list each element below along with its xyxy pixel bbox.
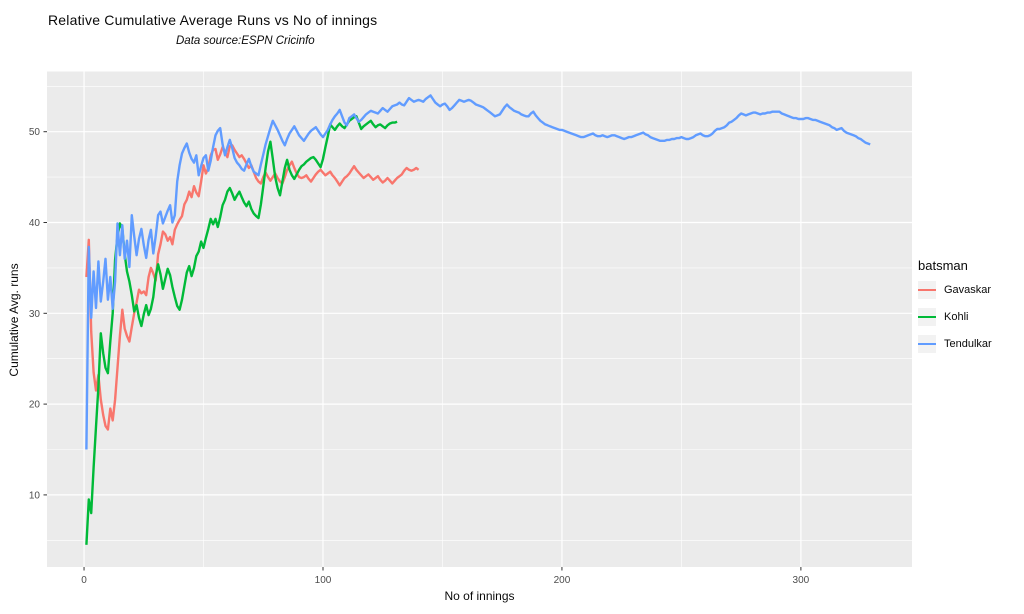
gavaskar-line-sample (918, 288, 936, 292)
legend-label: Kohli (944, 311, 969, 323)
y-tick-label: 30 (29, 309, 41, 320)
legend: batsman Gavaskar Kohli Tendulkar (918, 258, 992, 362)
y-tick-label: 20 (29, 400, 41, 411)
legend-key-swatch (918, 335, 936, 353)
x-tick-label: 200 (554, 575, 571, 586)
chart-subtitle: Data source:ESPN Cricinfo (176, 35, 315, 47)
legend-title: batsman (918, 258, 968, 273)
series-line-kohli (85, 115, 398, 545)
x-tick-label: 0 (81, 575, 87, 586)
y-tick-label: 40 (29, 218, 41, 229)
legend-key-swatch (918, 281, 936, 299)
legend-item-tendulkar: Tendulkar (918, 335, 992, 353)
x-axis-title: No of innings (444, 589, 515, 603)
x-tick-label: 100 (315, 575, 332, 586)
y-tick-label: 50 (29, 127, 41, 138)
legend-item-gavaskar: Gavaskar (918, 281, 992, 299)
legend-key-swatch (918, 308, 936, 326)
plot-panel (47, 71, 912, 567)
legend-label: Tendulkar (944, 338, 992, 350)
x-tick-label: 300 (793, 575, 810, 586)
kohli-line-sample (918, 315, 936, 319)
y-axis-title: Cumulative Avg. runs (7, 263, 21, 377)
legend-item-kohli: Kohli (918, 308, 992, 326)
series-line-tendulkar (85, 94, 871, 450)
y-tick-label: 10 (29, 490, 41, 501)
chart-title: Relative Cumulative Average Runs vs No o… (48, 12, 378, 28)
legend-label: Gavaskar (944, 284, 992, 296)
tendulkar-line-sample (918, 342, 936, 346)
